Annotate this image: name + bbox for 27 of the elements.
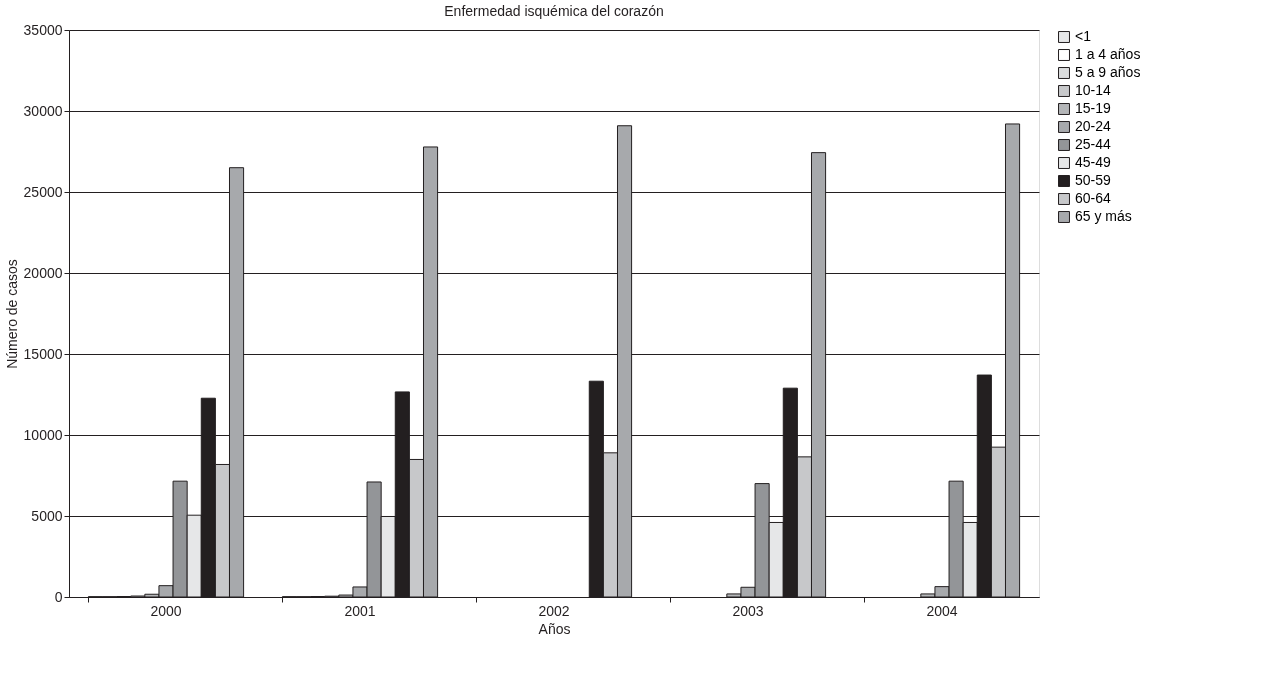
legend-label: 5 a 9 años (1075, 64, 1141, 80)
legend-label: 65 y más (1075, 208, 1132, 224)
chart-title: Enfermedad isquémica del corazón (444, 3, 664, 19)
y-tick-label: 30000 (23, 102, 63, 119)
legend-label: 1 a 4 años (1075, 46, 1141, 62)
x-tick-label: 2004 (926, 602, 958, 619)
legend-label: 25-44 (1075, 136, 1112, 152)
legend-label: 60-64 (1075, 190, 1112, 206)
legend-label: 10-14 (1075, 82, 1112, 98)
x-axis-title: Años (538, 620, 571, 637)
y-tick-label: 35000 (23, 21, 63, 38)
y-tick-label: 15000 (23, 345, 63, 362)
y-tick-label: 25000 (23, 183, 63, 200)
legend-label: <1 (1075, 28, 1092, 44)
x-tick-label: 2000 (150, 602, 182, 619)
legend-label: 45-49 (1075, 154, 1112, 170)
y-tick-label: 10000 (23, 426, 63, 443)
x-tick-label: 2002 (538, 602, 570, 619)
y-tick-label: 0 (54, 588, 63, 605)
legend-label: 50-59 (1075, 172, 1112, 188)
legend-label: 15-19 (1075, 100, 1112, 116)
x-tick-label: 2001 (344, 602, 376, 619)
legend-label: 20-24 (1075, 118, 1112, 134)
y-axis-title: Número de casos (3, 259, 20, 369)
y-tick-label: 20000 (23, 264, 63, 281)
x-tick-label: 2003 (732, 602, 764, 619)
y-tick-label: 5000 (31, 507, 63, 524)
